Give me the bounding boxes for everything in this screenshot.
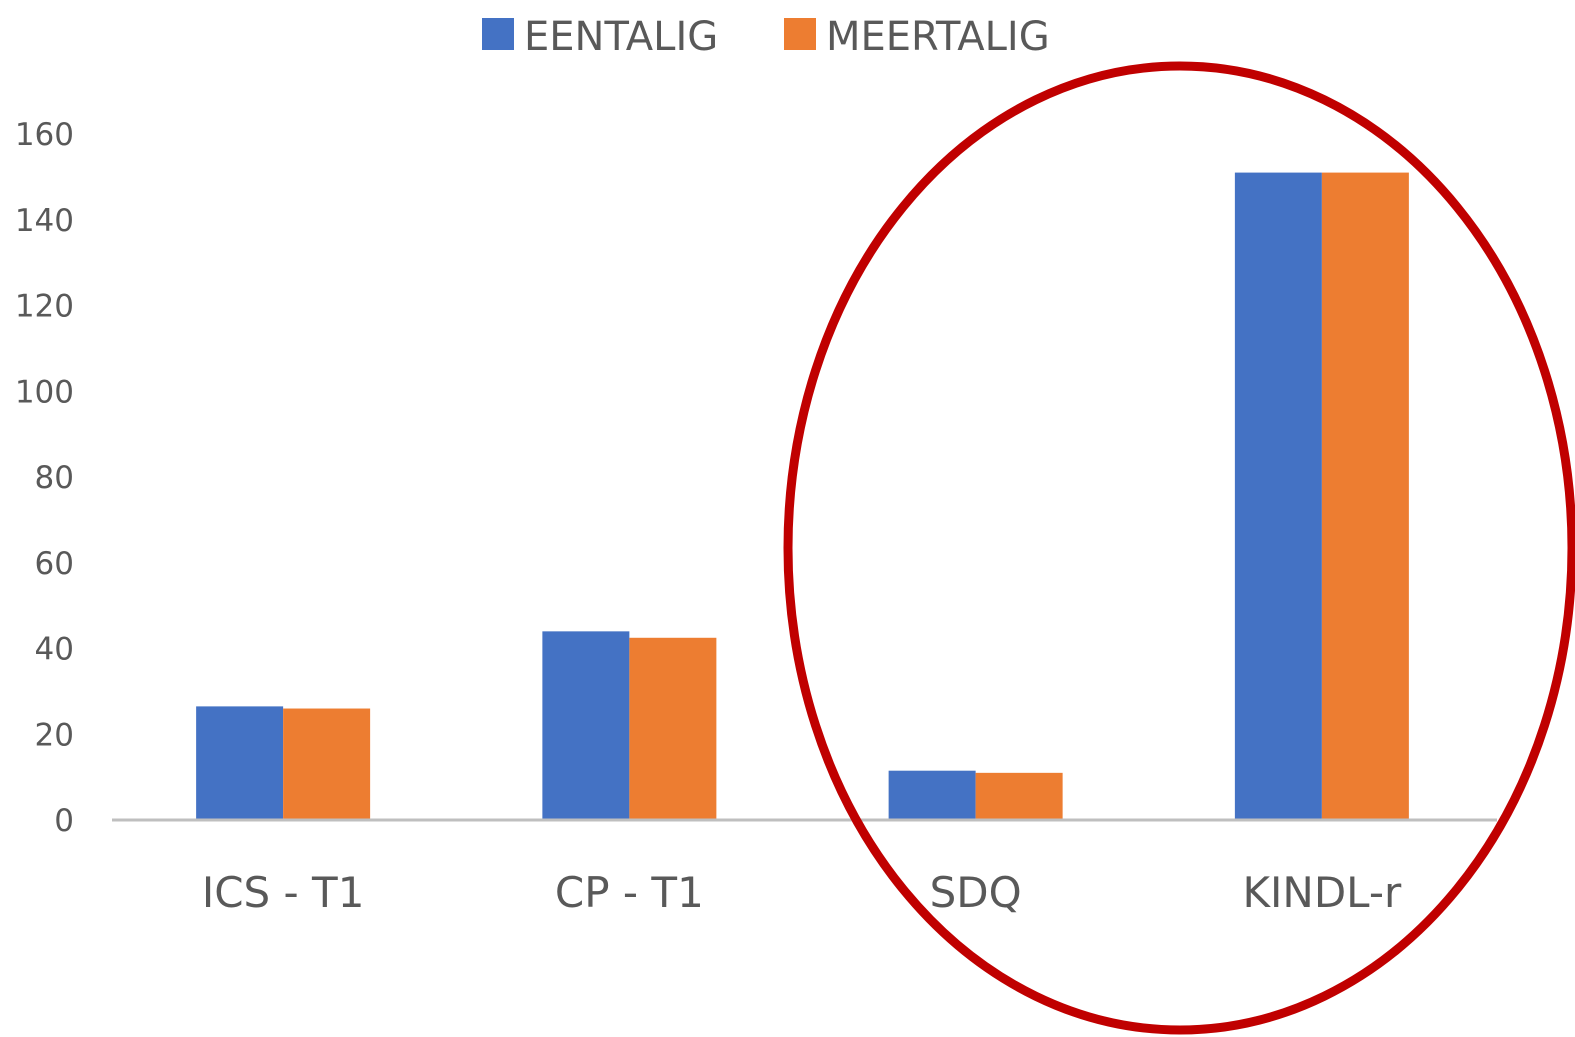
legend-swatch-eentalig bbox=[482, 18, 514, 50]
bar-meertalig-3 bbox=[1321, 172, 1409, 820]
chart-legend: EENTALIG MEERTALIG bbox=[482, 14, 1050, 60]
y-tick-label: 160 bbox=[15, 117, 74, 153]
legend-label-eentalig: EENTALIG bbox=[524, 14, 718, 60]
bar-meertalig-2 bbox=[975, 772, 1063, 820]
bars bbox=[196, 172, 1409, 820]
y-axis: 0 20 40 60 80 100 120 140 160 bbox=[15, 117, 74, 839]
y-tick-label: 80 bbox=[35, 460, 74, 496]
legend-swatch-meertalig bbox=[784, 18, 816, 50]
bar-meertalig-0 bbox=[283, 708, 371, 820]
bar-meertalig-1 bbox=[629, 637, 717, 820]
x-axis: ICS - T1 CP - T1 SDQ KINDL-r bbox=[202, 868, 1402, 917]
highlight-ellipse bbox=[783, 61, 1575, 1035]
x-tick-label: CP - T1 bbox=[555, 868, 704, 917]
y-tick-label: 40 bbox=[35, 632, 74, 668]
y-tick-label: 100 bbox=[15, 374, 74, 410]
x-tick-label: SDQ bbox=[930, 868, 1022, 917]
y-tick-label: 140 bbox=[15, 203, 74, 239]
bar-eentalig-0 bbox=[196, 706, 284, 820]
y-tick-label: 120 bbox=[15, 289, 74, 325]
y-tick-label: 0 bbox=[54, 803, 74, 839]
x-tick-label: KINDL-r bbox=[1242, 868, 1402, 917]
legend-label-meertalig: MEERTALIG bbox=[826, 14, 1050, 60]
y-tick-label: 60 bbox=[35, 546, 74, 582]
bar-eentalig-2 bbox=[888, 770, 976, 820]
y-tick-label: 20 bbox=[35, 717, 74, 753]
x-tick-label: ICS - T1 bbox=[202, 868, 365, 917]
bar-eentalig-3 bbox=[1234, 172, 1322, 820]
bar-eentalig-1 bbox=[542, 631, 630, 820]
